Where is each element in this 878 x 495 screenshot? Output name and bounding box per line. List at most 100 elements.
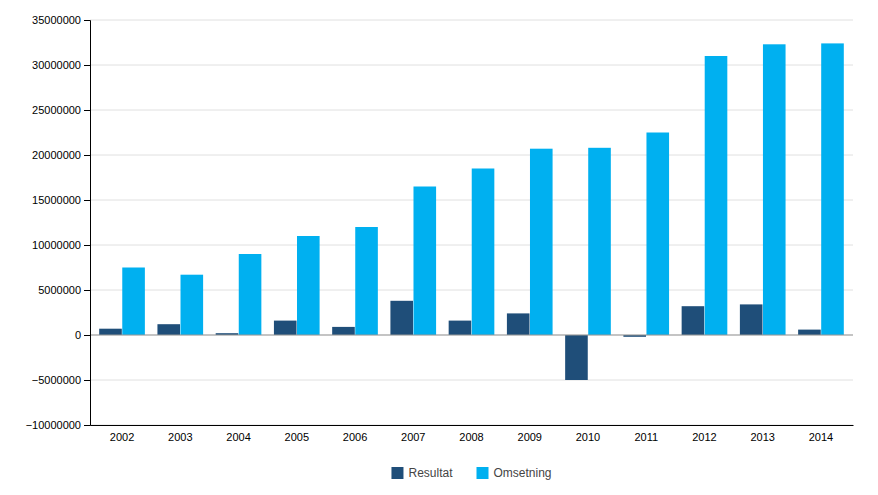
x-tick-label: 2005 — [285, 431, 309, 443]
x-tick-label: 2003 — [168, 431, 192, 443]
grid-line — [90, 425, 853, 426]
grid-line — [90, 20, 853, 21]
x-axis-line — [91, 425, 854, 426]
y-tick: −10000000 — [26, 419, 90, 431]
y-tick-label: 15000000 — [32, 194, 81, 206]
x-tick: 2007 — [401, 425, 425, 443]
grid-line — [90, 290, 853, 291]
x-tick: 2012 — [692, 425, 716, 443]
legend: Resultat Omsetning — [391, 466, 551, 480]
y-tick-mark — [84, 110, 90, 111]
x-tick-label: 2009 — [518, 431, 542, 443]
y-tick-label: 35000000 — [32, 14, 81, 26]
y-tick: −5000000 — [32, 374, 90, 386]
y-tick: 10000000 — [32, 239, 90, 251]
grid-line — [90, 335, 853, 336]
bar — [355, 227, 378, 335]
legend-label: Omsetning — [494, 466, 552, 480]
x-tick-label: 2004 — [226, 431, 250, 443]
x-tick: 2010 — [576, 425, 600, 443]
bar — [798, 330, 821, 335]
bar — [588, 148, 611, 335]
y-axis: −10000000 −5000000 0 5000000 10000000 1500000… — [26, 14, 91, 431]
y-tick: 15000000 — [32, 194, 90, 206]
x-tick-label: 2007 — [401, 431, 425, 443]
chart: −10000000 −5000000 0 5000000 10000000 1500000… — [0, 0, 878, 495]
grid-line — [90, 200, 853, 201]
y-tick-mark — [84, 380, 90, 381]
bar — [274, 321, 297, 335]
x-tick: 2009 — [518, 425, 542, 443]
x-tick: 2013 — [750, 425, 774, 443]
x-tick: 2006 — [343, 425, 367, 443]
bar — [472, 169, 495, 336]
bar — [646, 133, 669, 336]
bar — [530, 149, 553, 335]
x-tick-label: 2002 — [110, 431, 134, 443]
grid-line — [90, 245, 853, 246]
y-tick: 25000000 — [32, 104, 90, 116]
bar — [507, 313, 530, 335]
y-tick-label: −10000000 — [26, 419, 81, 431]
bar — [565, 335, 588, 380]
y-axis-line — [84, 21, 91, 426]
bar — [413, 187, 436, 336]
x-tick: 2002 — [110, 425, 134, 443]
y-tick-mark — [84, 290, 90, 291]
y-tick: 30000000 — [32, 59, 90, 71]
bar — [122, 268, 145, 336]
bars — [99, 43, 844, 380]
legend-swatch — [477, 467, 489, 479]
x-tick: 2008 — [459, 425, 483, 443]
y-tick: 20000000 — [32, 149, 90, 161]
x-tick-label: 2011 — [634, 431, 658, 443]
bar — [682, 306, 705, 335]
y-tick-label: −5000000 — [32, 374, 81, 386]
x-tick-label: 2014 — [809, 431, 833, 443]
bar — [332, 327, 355, 335]
legend-swatch — [391, 467, 403, 479]
y-tick-label: 10000000 — [32, 239, 81, 251]
y-tick-mark — [84, 335, 90, 336]
bar — [705, 56, 728, 335]
x-tick: 2011 — [634, 425, 658, 443]
x-tick: 2003 — [168, 425, 192, 443]
grid-line — [90, 65, 853, 66]
y-tick-label: 20000000 — [32, 149, 81, 161]
bar — [239, 254, 262, 335]
x-tick-label: 2006 — [343, 431, 367, 443]
grid-line — [90, 110, 853, 111]
x-tick: 2004 — [226, 425, 250, 443]
bar — [763, 44, 786, 335]
legend-item: Omsetning — [477, 466, 552, 480]
y-tick-mark — [84, 65, 90, 66]
bar — [390, 301, 413, 335]
y-tick-label: 30000000 — [32, 59, 81, 71]
x-axis: 2002 2003 2004 2005 2006 2007 2008 2009 2010 2011… — [91, 425, 854, 443]
legend-label: Resultat — [408, 466, 453, 480]
bar — [821, 43, 844, 335]
bar — [449, 321, 472, 335]
bar — [99, 329, 122, 335]
grid — [90, 20, 853, 425]
y-tick-mark — [84, 20, 90, 21]
zero-line — [90, 335, 853, 336]
y-tick-mark — [84, 200, 90, 201]
x-tick: 2014 — [809, 425, 833, 443]
y-tick-mark — [84, 155, 90, 156]
y-tick: 35000000 — [32, 14, 90, 26]
y-tick: 5000000 — [38, 284, 90, 296]
bar — [740, 304, 763, 335]
x-tick: 2005 — [285, 425, 309, 443]
grid-line — [90, 155, 853, 156]
x-tick-label: 2013 — [750, 431, 774, 443]
y-tick-mark — [84, 245, 90, 246]
y-tick-label: 25000000 — [32, 104, 81, 116]
y-tick-mark — [84, 425, 90, 426]
grid-line — [90, 380, 853, 381]
y-tick-label: 0 — [75, 329, 81, 341]
bar-series — [122, 43, 844, 335]
bar — [157, 324, 180, 335]
plot: −10000000 −5000000 0 5000000 10000000 1500000… — [26, 14, 854, 443]
legend-item: Resultat — [391, 466, 453, 480]
